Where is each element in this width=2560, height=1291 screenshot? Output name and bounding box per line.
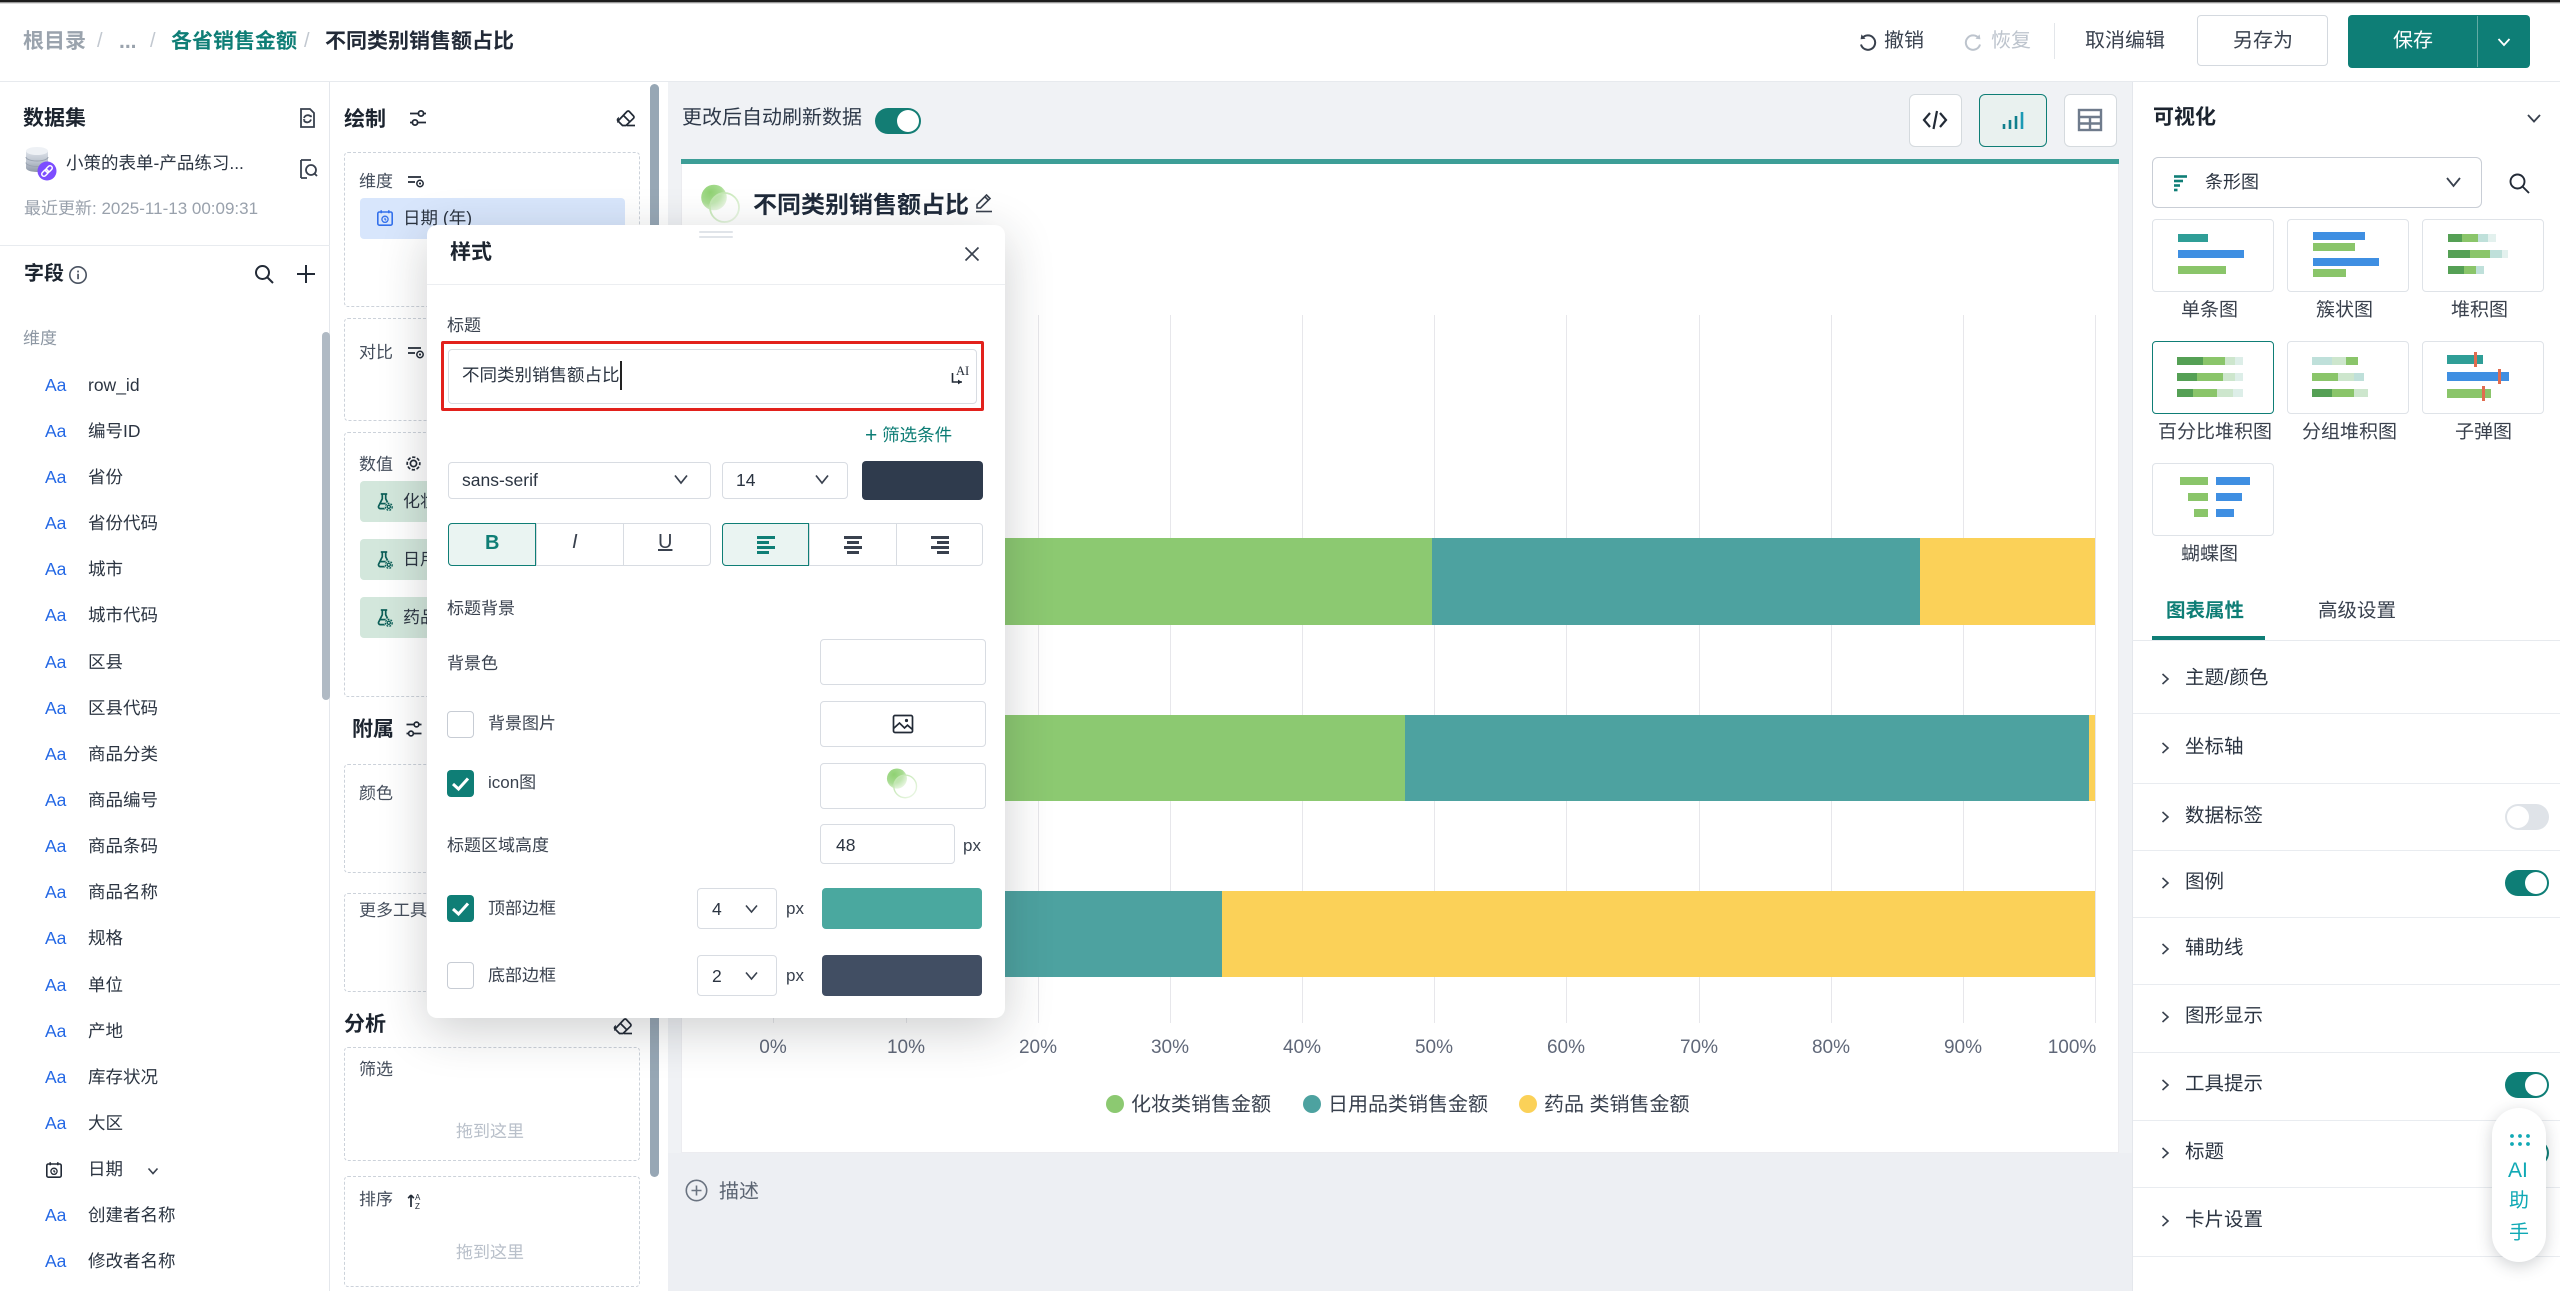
svg-text:A: A xyxy=(415,1193,421,1202)
svg-text:Z: Z xyxy=(415,1202,420,1211)
svg-text:AI: AI xyxy=(956,364,969,378)
